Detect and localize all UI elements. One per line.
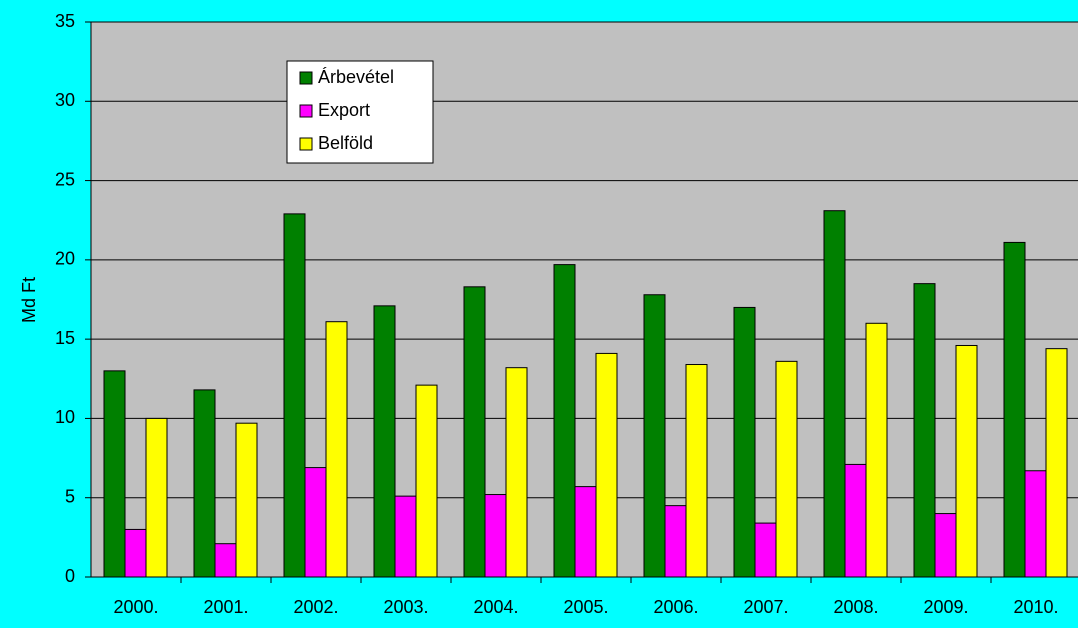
x-tick-label: 2010.	[1013, 597, 1058, 617]
x-tick-label: 2000.	[113, 597, 158, 617]
legend-label: Export	[318, 100, 370, 120]
legend-swatch	[299, 137, 313, 151]
bar	[484, 494, 507, 578]
x-tick-label: 2001.	[203, 597, 248, 617]
x-tick-label: 2005.	[563, 597, 608, 617]
bar	[283, 213, 306, 578]
bar	[733, 306, 756, 578]
bar	[463, 286, 486, 578]
legend-swatch	[299, 104, 313, 118]
x-tick-label: 2009.	[923, 597, 968, 617]
bar	[373, 305, 396, 578]
bar	[145, 417, 168, 578]
bar	[643, 294, 666, 578]
y-tick-label: 35	[55, 11, 75, 31]
bar	[574, 486, 597, 578]
bar	[934, 513, 957, 578]
bar	[1024, 470, 1047, 578]
x-tick-label: 2006.	[653, 597, 698, 617]
bar	[955, 344, 978, 578]
y-tick-label: 10	[55, 407, 75, 427]
x-tick-label: 2002.	[293, 597, 338, 617]
legend-label: Árbevétel	[318, 67, 394, 87]
bar	[304, 467, 327, 578]
x-tick-label: 2003.	[383, 597, 428, 617]
bar	[214, 543, 237, 578]
y-tick-label: 25	[55, 169, 75, 189]
bar	[124, 528, 147, 578]
bar	[844, 463, 867, 578]
legend-swatch	[299, 71, 313, 85]
y-tick-label: 15	[55, 328, 75, 348]
y-tick-label: 30	[55, 90, 75, 110]
bar	[235, 422, 258, 578]
bar	[595, 352, 618, 578]
bar	[754, 522, 777, 578]
bar	[865, 322, 888, 578]
bar	[685, 364, 708, 578]
x-tick-label: 2004.	[473, 597, 518, 617]
bar	[415, 384, 438, 578]
legend-label: Belföld	[318, 133, 373, 153]
bar	[664, 505, 687, 578]
bar	[103, 370, 126, 578]
y-tick-label: 0	[65, 566, 75, 586]
bar	[775, 360, 798, 578]
x-tick-label: 2007.	[743, 597, 788, 617]
y-tick-label: 20	[55, 249, 75, 269]
bar	[553, 264, 576, 578]
y-axis-label: Md Ft	[19, 277, 39, 323]
bar	[505, 367, 528, 578]
bar	[913, 283, 936, 578]
bar	[1003, 241, 1026, 578]
y-tick-label: 5	[65, 486, 75, 506]
bar	[325, 321, 348, 578]
bar	[1045, 348, 1068, 578]
x-tick-label: 2008.	[833, 597, 878, 617]
bar	[823, 210, 846, 578]
bar	[193, 389, 216, 578]
bar	[394, 495, 417, 578]
